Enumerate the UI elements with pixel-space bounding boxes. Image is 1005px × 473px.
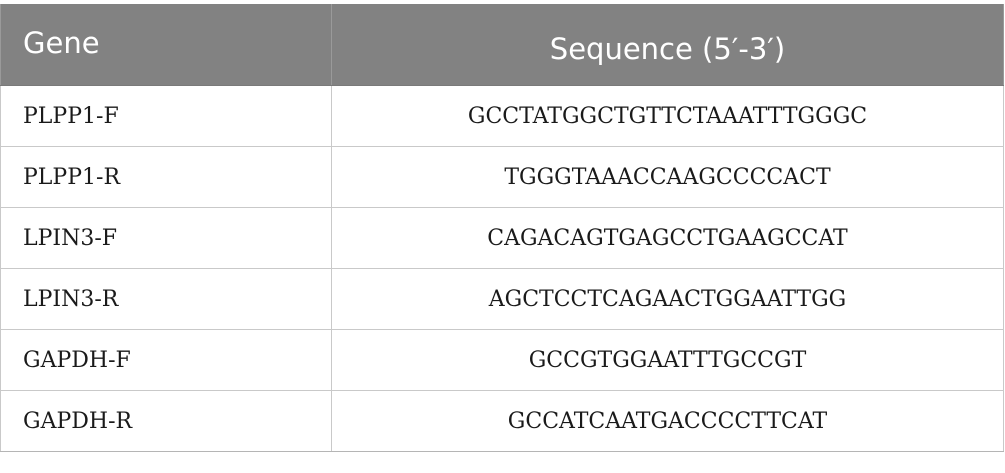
table-body: PLPP1-F GCCTATGGCTGTTCTAAATTTGGGC PLPP1-… bbox=[0, 85, 1004, 452]
sequence-cell: CAGACAGTGAGCCTGAAGCCAT bbox=[331, 207, 1004, 269]
gene-cell: LPIN3-R bbox=[0, 268, 332, 330]
gene-cell: GAPDH-F bbox=[0, 329, 332, 391]
sequence-cell: GCCGTGGAATTTGCCGT bbox=[331, 329, 1004, 391]
primer-sequence-table: Gene Sequence (5′-3′) PLPP1-F GCCTATGGCT… bbox=[0, 4, 1004, 452]
header-gene: Gene bbox=[0, 4, 332, 86]
table-row: PLPP1-F GCCTATGGCTGTTCTAAATTTGGGC bbox=[0, 85, 1004, 147]
table-row: LPIN3-F CAGACAGTGAGCCTGAAGCCAT bbox=[0, 207, 1004, 269]
gene-cell: PLPP1-R bbox=[0, 146, 332, 208]
header-row: Gene Sequence (5′-3′) bbox=[0, 4, 1004, 86]
table-header: Gene Sequence (5′-3′) bbox=[0, 4, 1004, 86]
sequence-cell: GCCATCAATGACCCCTTCAT bbox=[331, 390, 1004, 452]
table-row: LPIN3-R AGCTCCTCAGAACTGGAATTGG bbox=[0, 268, 1004, 330]
table-row: GAPDH-R GCCATCAATGACCCCTTCAT bbox=[0, 390, 1004, 452]
table-row: PLPP1-R TGGGTAAACCAAGCCCCACT bbox=[0, 146, 1004, 208]
sequence-cell: AGCTCCTCAGAACTGGAATTGG bbox=[331, 268, 1004, 330]
gene-cell: PLPP1-F bbox=[0, 85, 332, 147]
sequence-cell: GCCTATGGCTGTTCTAAATTTGGGC bbox=[331, 85, 1004, 147]
gene-cell: GAPDH-R bbox=[0, 390, 332, 452]
header-sequence: Sequence (5′-3′) bbox=[331, 4, 1004, 86]
table-row: GAPDH-F GCCGTGGAATTTGCCGT bbox=[0, 329, 1004, 391]
gene-cell: LPIN3-F bbox=[0, 207, 332, 269]
sequence-cell: TGGGTAAACCAAGCCCCACT bbox=[331, 146, 1004, 208]
